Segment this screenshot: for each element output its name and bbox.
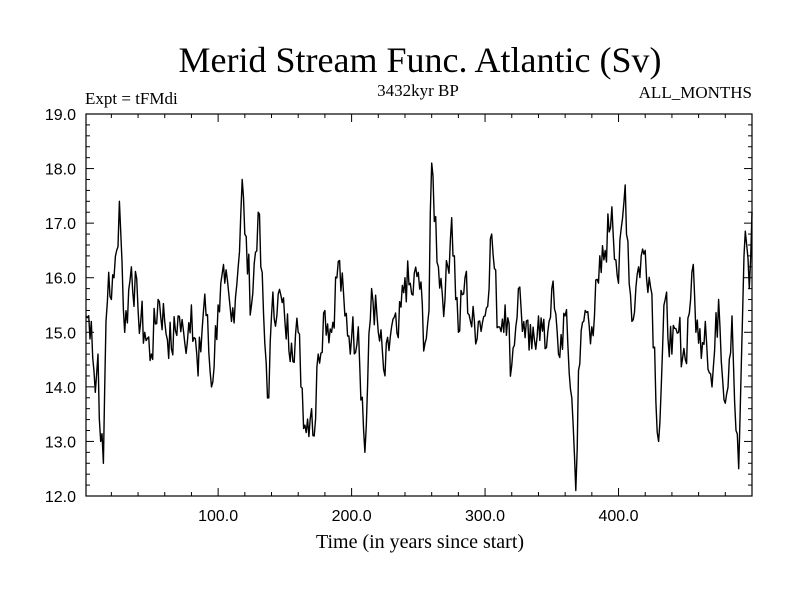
y-tick-label: 16.0 [45, 271, 76, 288]
x-tick-label: 200.0 [332, 508, 372, 525]
y-tick-label: 13.0 [45, 434, 76, 451]
series-layer [85, 162, 753, 492]
series-line-amoc [85, 162, 753, 492]
months-label: ALL_MONTHS [639, 83, 752, 102]
y-tick-label: 14.0 [45, 380, 76, 397]
y-tick-label: 12.0 [45, 489, 76, 506]
period-label: 3432kyr BP [377, 81, 459, 100]
plot-frame [85, 113, 753, 497]
x-tick-label: 300.0 [465, 508, 505, 525]
tick-labels: 12.0 13.0 14.0 15.0 16.0 17.0 18.0 19.0 100.0 200… [45, 107, 639, 525]
y-tick-label: 17.0 [45, 216, 76, 233]
chart-title: Merid Stream Func. Atlantic (Sv) [179, 40, 662, 80]
x-tick-label: 100.0 [198, 508, 238, 525]
x-tick-label: 400.0 [599, 508, 639, 525]
y-tick-label: 18.0 [45, 162, 76, 179]
x-axis-label: Time (in years since start) [316, 531, 524, 553]
y-tick-label: 19.0 [45, 107, 76, 124]
axis-ticks [86, 113, 752, 497]
y-tick-label: 15.0 [45, 325, 76, 342]
experiment-label: Expt = tFMdi [85, 89, 178, 108]
